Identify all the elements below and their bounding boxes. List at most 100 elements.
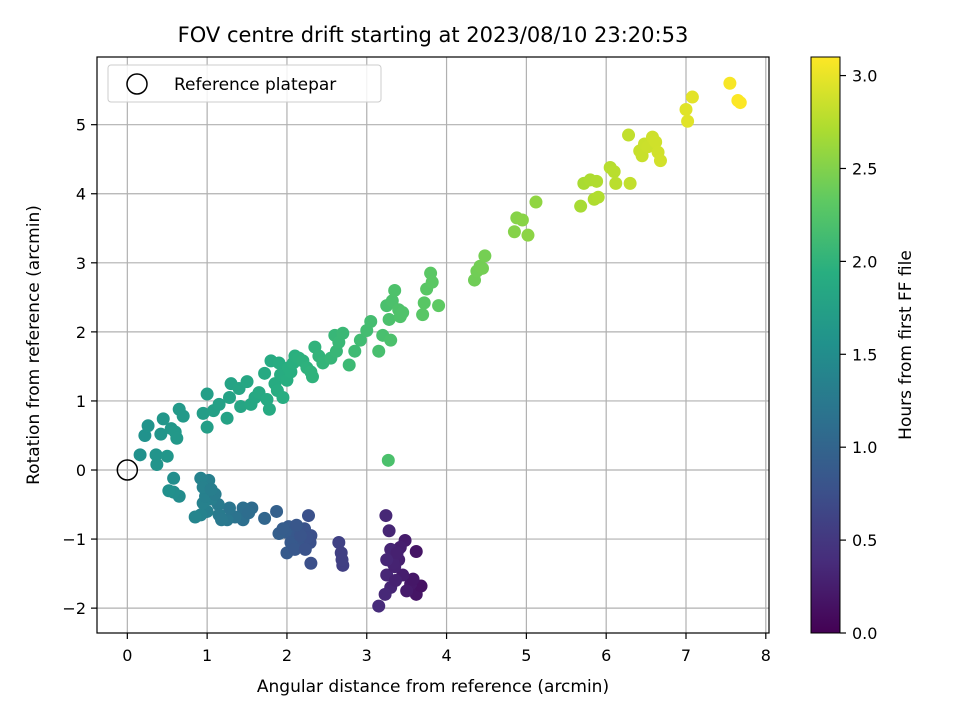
data-point xyxy=(301,509,315,523)
data-point xyxy=(379,509,393,523)
data-point xyxy=(290,518,304,532)
data-point xyxy=(188,510,202,524)
data-point xyxy=(378,587,392,601)
data-point xyxy=(215,513,229,527)
data-point xyxy=(388,283,402,297)
data-point xyxy=(272,356,286,370)
data-point xyxy=(372,599,386,613)
data-point xyxy=(723,76,737,90)
data-point xyxy=(685,90,699,104)
x-axis-label: Angular distance from reference (arcmin) xyxy=(257,677,609,697)
data-point xyxy=(364,315,378,329)
data-point xyxy=(133,448,147,462)
data-point xyxy=(258,366,272,380)
x-axis-ticks: 0 1 2 3 4 5 6 7 8 xyxy=(122,633,771,665)
data-point xyxy=(222,501,236,515)
data-point xyxy=(276,522,290,536)
data-point xyxy=(417,296,431,310)
data-point xyxy=(240,375,254,389)
data-point xyxy=(270,504,284,518)
colorbar-tick-label: 0.0 xyxy=(852,624,877,643)
data-point xyxy=(294,529,308,543)
data-point xyxy=(574,199,588,213)
y-tick-label: −1 xyxy=(62,530,86,549)
data-point xyxy=(416,308,430,322)
colorbar-tick-label: 1.5 xyxy=(852,345,877,364)
data-point xyxy=(141,419,155,433)
chart-title: FOV centre drift starting at 2023/08/10 … xyxy=(178,23,689,47)
x-tick-label: 5 xyxy=(521,646,531,665)
data-point xyxy=(353,333,367,347)
data-point xyxy=(212,397,226,411)
data-point xyxy=(288,542,302,556)
data-point xyxy=(388,574,402,588)
data-point xyxy=(220,411,234,425)
data-point xyxy=(384,333,398,347)
colorbar-label: Hours from first FF file xyxy=(896,250,916,440)
data-point xyxy=(406,572,420,586)
y-tick-label: 0 xyxy=(76,461,86,480)
y-tick-label: 4 xyxy=(76,185,86,204)
data-point xyxy=(200,420,214,434)
data-point xyxy=(590,174,604,188)
data-point xyxy=(409,545,423,559)
colorbar-tick-label: 2.5 xyxy=(852,159,877,178)
colorbar-tick-label: 0.5 xyxy=(852,531,877,550)
data-point xyxy=(162,484,176,498)
legend-label: Reference platepar xyxy=(174,75,336,95)
data-point xyxy=(591,190,605,204)
y-axis-ticks: −2 −1 0 1 2 3 4 5 xyxy=(62,116,97,618)
data-point xyxy=(167,471,181,485)
data-point xyxy=(733,96,747,110)
legend-box xyxy=(107,64,382,103)
reference-marker xyxy=(116,459,139,481)
colorbar: 0.0 0.5 1.0 1.5 2.0 2.5 3.0 Hours from first F… xyxy=(810,56,916,643)
data-point xyxy=(382,524,396,538)
data-point xyxy=(380,553,394,567)
data-point xyxy=(149,448,163,462)
colorbar-tick-label: 2.0 xyxy=(852,252,877,271)
data-point xyxy=(622,128,636,142)
data-point xyxy=(336,326,350,340)
data-point xyxy=(432,299,446,313)
plot-frame xyxy=(96,56,770,634)
x-tick-label: 2 xyxy=(282,646,292,665)
data-point xyxy=(156,412,170,426)
colorbar-tick-label: 1.0 xyxy=(852,438,877,457)
data-point xyxy=(607,165,621,179)
x-tick-label: 1 xyxy=(202,646,212,665)
x-tick-label: 6 xyxy=(601,646,611,665)
y-tick-label: 1 xyxy=(76,392,86,411)
data-point xyxy=(385,294,399,308)
colorbar-ticks: 0.0 0.5 1.0 1.5 2.0 2.5 3.0 xyxy=(840,67,877,643)
data-point xyxy=(396,306,410,320)
data-point xyxy=(150,457,164,471)
grid-lines xyxy=(97,57,769,633)
data-point xyxy=(305,370,319,384)
data-point xyxy=(234,399,248,413)
y-tick-label: 2 xyxy=(76,323,86,342)
data-point xyxy=(425,275,439,289)
data-point xyxy=(478,249,492,263)
data-point xyxy=(222,390,236,404)
x-tick-label: 3 xyxy=(362,646,372,665)
data-point xyxy=(623,176,637,190)
data-point xyxy=(258,511,272,525)
y-tick-label: 5 xyxy=(76,116,86,135)
data-point xyxy=(681,114,695,128)
data-point xyxy=(609,176,623,190)
legend: Reference platepar xyxy=(107,64,382,103)
data-point xyxy=(515,213,529,227)
data-point xyxy=(653,154,667,168)
data-point xyxy=(335,553,349,567)
x-tick-label: 0 xyxy=(122,646,132,665)
data-point xyxy=(176,409,190,423)
colorbar-tick-label: 3.0 xyxy=(852,67,877,86)
data-point xyxy=(154,427,168,441)
x-tick-label: 4 xyxy=(441,646,451,665)
data-point xyxy=(200,387,214,401)
data-point xyxy=(390,546,404,560)
data-point xyxy=(332,536,346,550)
data-point xyxy=(507,225,521,239)
data-point xyxy=(372,344,386,358)
